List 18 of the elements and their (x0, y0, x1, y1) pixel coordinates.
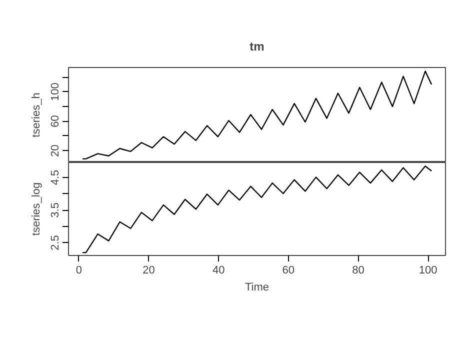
y-tick-label: 100 (50, 82, 62, 101)
x-tick-label: 100 (418, 264, 438, 276)
line-series (82, 165, 432, 254)
y-tick-label: 3.5 (50, 202, 62, 218)
x-tick-label: 20 (142, 264, 155, 276)
chart-title: tm (250, 40, 264, 54)
x-tick-label: 60 (282, 264, 295, 276)
y-axis-title: tseries_h (30, 92, 42, 138)
line-series (82, 70, 432, 160)
y-tick-label: 60 (50, 115, 62, 128)
y-tick-label: 2.5 (50, 235, 62, 250)
y-axis-title: tseries_log (30, 182, 42, 236)
x-tick-label: 80 (352, 264, 364, 276)
x-tick-label: 40 (212, 264, 225, 276)
y-tick-label: 4.5 (50, 170, 62, 186)
x-tick-label: 0 (76, 264, 82, 276)
x-axis-title: Time (244, 282, 270, 294)
y-tick-label: 20 (50, 144, 62, 157)
